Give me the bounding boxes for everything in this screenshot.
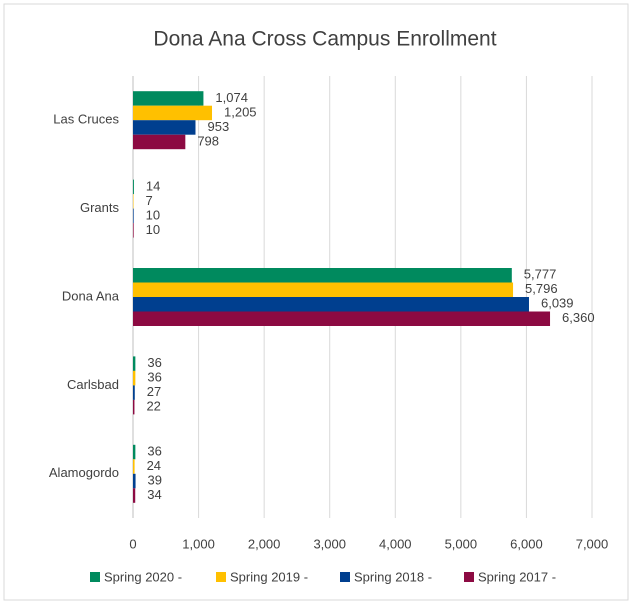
x-tick-label: 3,000: [313, 536, 346, 551]
y-tick-label: Grants: [80, 200, 120, 215]
bar: [133, 180, 134, 195]
bar: [133, 371, 135, 386]
y-tick-label: Dona Ana: [62, 288, 120, 303]
bar: [133, 445, 135, 460]
data-label: 1,205: [224, 104, 257, 119]
data-label: 7: [145, 193, 152, 208]
data-label: 6,039: [541, 296, 574, 311]
y-tick-label: Carlsbad: [67, 377, 119, 392]
x-tick-label: 4,000: [379, 536, 412, 551]
data-label: 10: [146, 222, 160, 237]
x-tick-label: 1,000: [182, 536, 215, 551]
legend-label: Spring 2020 -: [104, 569, 182, 584]
chart-title: Dona Ana Cross Campus Enrollment: [153, 28, 496, 51]
x-tick-label: 7,000: [576, 536, 609, 551]
bar: [133, 312, 550, 327]
data-label: 27: [147, 384, 161, 399]
data-label: 10: [146, 207, 160, 222]
data-label: 14: [146, 178, 160, 193]
legend-label: Spring 2019 -: [230, 569, 308, 584]
bar: [133, 400, 134, 415]
bar: [133, 91, 203, 106]
data-label: 34: [147, 487, 161, 502]
bar: [133, 135, 185, 150]
data-label: 1,074: [215, 90, 248, 105]
bar: [133, 106, 212, 121]
bar: [133, 223, 134, 238]
data-label: 36: [147, 370, 161, 385]
data-label: 5,777: [524, 267, 557, 282]
y-tick-label: Las Cruces: [53, 112, 119, 127]
data-label: 953: [207, 119, 229, 134]
x-tick-label: 5,000: [445, 536, 478, 551]
data-label: 24: [147, 458, 161, 473]
bar: [133, 385, 135, 400]
legend-swatch: [216, 572, 226, 582]
bar: [133, 120, 195, 135]
bar: [133, 268, 512, 283]
bar: [133, 459, 135, 474]
data-label: 5,796: [525, 281, 558, 296]
data-label: 39: [148, 472, 162, 487]
legend-swatch: [340, 572, 350, 582]
legend-swatch: [90, 572, 100, 582]
legend-swatch: [464, 572, 474, 582]
data-label: 36: [147, 443, 161, 458]
bar: [133, 209, 134, 224]
data-label: 36: [147, 355, 161, 370]
bar: [133, 474, 136, 489]
data-label: 798: [197, 133, 219, 148]
bar: [133, 488, 135, 503]
x-tick-label: 6,000: [510, 536, 543, 551]
bar: [133, 356, 135, 371]
legend-label: Spring 2017 -: [478, 569, 556, 584]
x-tick-label: 0: [129, 536, 136, 551]
data-label: 22: [146, 399, 160, 414]
bar: [133, 283, 513, 298]
x-tick-label: 2,000: [248, 536, 281, 551]
data-label: 6,360: [562, 310, 595, 325]
y-tick-label: Alamogordo: [49, 465, 119, 480]
legend-label: Spring 2018 -: [354, 569, 432, 584]
bar: [133, 297, 529, 312]
